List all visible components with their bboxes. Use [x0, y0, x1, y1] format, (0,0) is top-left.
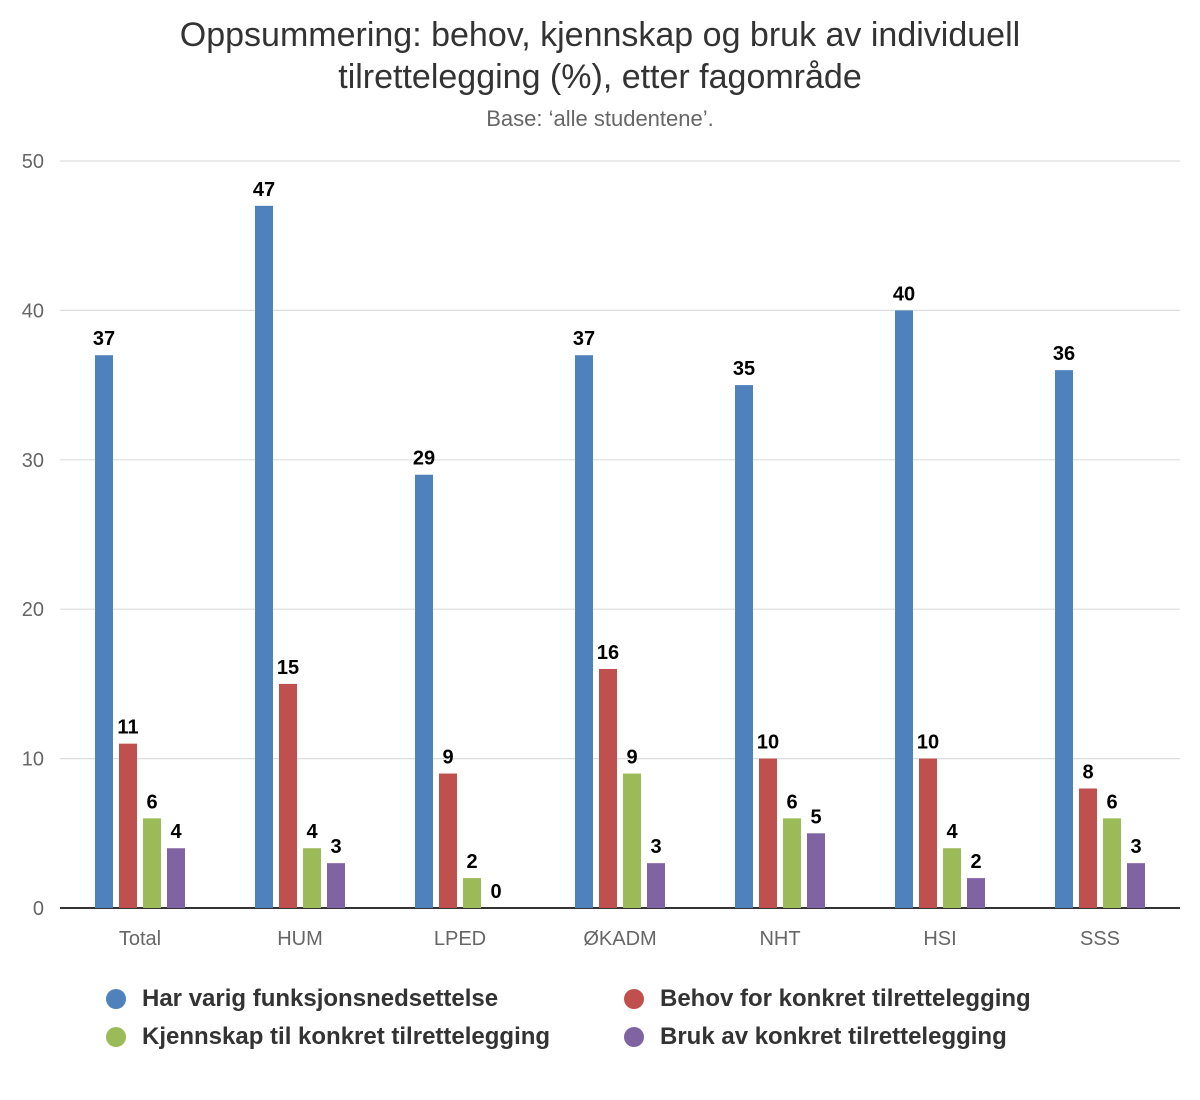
data-label: 3	[330, 836, 341, 858]
legend: Har varig funksjonsnedsettelse Behov for …	[0, 985, 1200, 1075]
data-label: 16	[597, 642, 619, 664]
y-tick-label: 50	[22, 151, 44, 173]
data-label: 47	[253, 179, 275, 201]
gridlines	[60, 160, 1180, 909]
legend-item[interactable]: Bruk av konkret tilrettelegging	[624, 1023, 1007, 1051]
data-label: 10	[917, 732, 939, 754]
y-tick-label: 40	[22, 300, 44, 322]
x-tick-label: SSS	[1080, 928, 1120, 950]
data-label: 29	[413, 448, 435, 470]
data-label: 0	[490, 881, 501, 903]
y-tick-label: 10	[22, 749, 44, 771]
bar-hum-series-3	[303, 848, 321, 908]
x-tick-label: HSI	[923, 928, 956, 950]
data-label: 9	[626, 747, 637, 769]
chart-title-line-1: Oppsummering: behov, kjennskap og bruk a…	[179, 16, 1021, 54]
data-label: 11	[117, 717, 138, 739]
x-tick-label: HUM	[277, 928, 323, 950]
legend-label: Kjennskap til konkret tilrettelegging	[142, 1023, 551, 1050]
chart-subtitle: Base: ‘alle studentene’.	[486, 106, 714, 131]
bar-sss-series-1	[1055, 370, 1073, 908]
bar-sss-series-4	[1127, 863, 1145, 908]
legend-item[interactable]: Har varig funksjonsnedsettelse	[106, 985, 498, 1013]
bar-total-series-3	[143, 818, 161, 908]
bar-hum-series-4	[327, 863, 345, 908]
legend-item[interactable]: Behov for konkret tilrettelegging	[624, 985, 1031, 1013]
bar-økadm-series-1	[575, 355, 593, 909]
bar-lped-series-2	[439, 773, 457, 908]
legend-marker-icon	[106, 1027, 126, 1047]
data-label: 4	[306, 821, 318, 843]
bar-nht-series-4	[807, 833, 825, 908]
data-label: 3	[1130, 836, 1141, 858]
x-tick-label: LPED	[434, 928, 486, 950]
bar-nht-series-3	[783, 818, 801, 908]
data-label: 6	[1106, 791, 1117, 813]
y-tick-label: 20	[22, 599, 44, 621]
data-label: 6	[146, 791, 157, 813]
legend-marker-icon	[106, 989, 126, 1009]
bars	[95, 205, 1145, 909]
data-label: 8	[1082, 761, 1093, 783]
bar-total-series-2	[119, 743, 137, 908]
bar-total-series-1	[95, 355, 113, 909]
bar-lped-series-1	[415, 474, 433, 908]
data-label: 2	[970, 851, 981, 873]
data-label: 40	[893, 283, 915, 305]
data-label: 4	[946, 821, 958, 843]
bar-sss-series-3	[1103, 818, 1121, 908]
data-label: 6	[786, 791, 797, 813]
chart-title-line-2: tilrettelegging (%), etter fagområde	[338, 58, 862, 96]
data-label: 36	[1053, 343, 1075, 365]
bar-hsi-series-2	[919, 758, 937, 908]
legend-label: Har varig funksjonsnedsettelse	[142, 985, 499, 1012]
x-tick-label: ØKADM	[583, 928, 656, 950]
bar-total-series-4	[167, 848, 185, 908]
bar-økadm-series-3	[623, 773, 641, 908]
data-label: 4	[170, 821, 182, 843]
bar-hsi-series-1	[895, 310, 913, 908]
data-label: 37	[573, 328, 595, 350]
bar-hum-series-2	[279, 683, 297, 908]
x-tick-label: Total	[119, 928, 161, 950]
data-label: 10	[757, 732, 779, 754]
y-tick-label: 30	[22, 450, 44, 472]
bar-lped-series-3	[463, 878, 481, 908]
data-label: 3	[650, 836, 661, 858]
y-tick-label: 0	[33, 898, 44, 920]
data-label: 15	[277, 657, 299, 679]
data-label: 37	[93, 328, 115, 350]
legend-item[interactable]: Kjennskap til konkret tilrettelegging	[106, 1023, 550, 1051]
legend-label: Behov for konkret tilrettelegging	[660, 985, 1031, 1012]
legend-marker-icon	[624, 1027, 644, 1047]
legend-label: Bruk av konkret tilrettelegging	[660, 1023, 1007, 1050]
bar-sss-series-2	[1079, 788, 1097, 908]
chart-title: Oppsummering: behov, kjennskap og bruk a…	[0, 14, 1200, 98]
bar-økadm-series-2	[599, 668, 617, 908]
x-axis-ticks: Total HUM LPED ØKADM NHT HSI SSS	[119, 928, 1120, 950]
legend-marker-icon	[624, 989, 644, 1009]
bar-hsi-series-3	[943, 848, 961, 908]
data-label: 9	[442, 747, 453, 769]
bar-nht-series-1	[735, 385, 753, 909]
bar-økadm-series-4	[647, 863, 665, 908]
y-axis-ticks: 0 10 20 30 40 50	[22, 151, 44, 920]
data-label: 5	[810, 806, 821, 828]
data-label: 35	[733, 358, 755, 380]
x-tick-label: NHT	[759, 928, 800, 950]
bar-hum-series-1	[255, 205, 273, 908]
bar-hsi-series-4	[967, 878, 985, 908]
bar-nht-series-2	[759, 758, 777, 908]
data-label: 2	[466, 851, 477, 873]
